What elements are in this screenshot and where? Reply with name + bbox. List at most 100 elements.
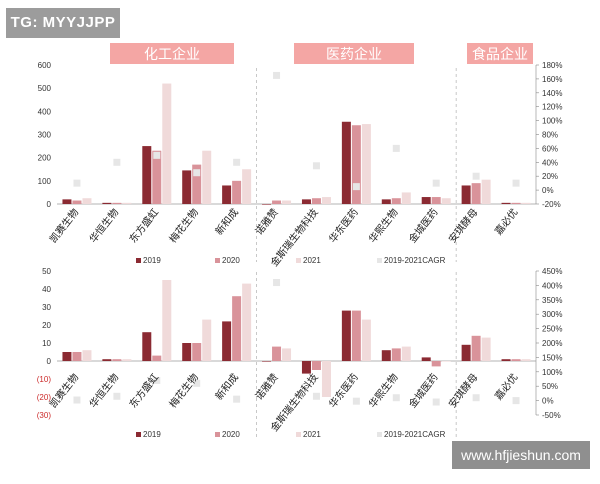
y-tick-label: 20: [42, 321, 51, 330]
bar: [122, 359, 132, 361]
y-tick-label: 500: [38, 84, 52, 93]
legend-swatch: [296, 432, 301, 437]
category-label: 梅花生物: [166, 206, 201, 246]
legend-label: 2021: [303, 430, 321, 439]
legend-swatch: [296, 258, 301, 263]
legend-swatch: [136, 258, 141, 263]
legend-swatch: [377, 258, 382, 263]
bar: [471, 183, 481, 204]
y-tick-label: 600: [38, 61, 52, 70]
y2-tick-label: 140%: [542, 89, 562, 98]
category-label: 安琪酵母: [446, 371, 481, 411]
bar: [272, 346, 282, 361]
category-label: 凯赛生物: [46, 371, 81, 411]
bar: [122, 202, 132, 204]
bar: [192, 343, 202, 361]
watermark-top: TG: MYYJJPP: [6, 8, 120, 38]
y-tick-label: 50: [42, 267, 51, 276]
bar: [301, 361, 311, 374]
y2-tick-label: 250%: [542, 325, 562, 334]
bar: [421, 197, 431, 204]
cagr-marker: [312, 162, 320, 170]
bar: [321, 197, 331, 204]
bar: [262, 361, 272, 362]
category-label: 嘉必优: [492, 206, 521, 238]
y2-tick-label: 300%: [542, 310, 562, 319]
y-tick-label: 10: [42, 339, 51, 348]
bar: [282, 348, 292, 361]
cagr-marker: [113, 158, 121, 166]
bar: [341, 310, 351, 361]
bar: [162, 280, 172, 361]
category-label: 梅花生物: [166, 371, 201, 411]
legend-label: 2019-2021CAGR: [384, 256, 446, 265]
bar: [82, 350, 92, 361]
cagr-marker: [73, 179, 81, 187]
bar: [401, 346, 411, 361]
section-header-label: 化工企业: [144, 46, 200, 63]
bar: [242, 169, 252, 204]
bar: [381, 199, 391, 204]
bar: [242, 283, 252, 361]
y2-tick-label: 0%: [542, 186, 554, 195]
cagr-marker: [193, 379, 201, 387]
cagr-marker: [352, 397, 360, 405]
y2-tick-label: 150%: [542, 353, 562, 362]
cagr-marker: [233, 158, 241, 166]
y-tick-label: 200: [38, 154, 52, 163]
cagr-marker: [392, 144, 400, 152]
bar: [441, 361, 451, 362]
cagr-marker: [352, 183, 360, 191]
bar: [431, 197, 441, 204]
bar: [351, 310, 361, 361]
cagr-marker: [432, 398, 440, 406]
bar: [152, 150, 162, 204]
bar: [192, 164, 202, 204]
legend-label: 2020: [222, 430, 240, 439]
category-label: 诺雅赞: [252, 206, 281, 238]
legend-swatch: [215, 432, 220, 437]
y2-tick-label: 400%: [542, 281, 562, 290]
y2-tick-label: 450%: [542, 267, 562, 276]
y2-tick-label: 60%: [542, 144, 558, 153]
bar: [321, 361, 331, 397]
y2-tick-label: -20%: [542, 200, 561, 209]
category-label: 东方盛虹: [126, 206, 161, 246]
bar: [501, 202, 511, 204]
bar: [232, 180, 242, 204]
bar: [182, 170, 192, 204]
bar: [102, 202, 112, 204]
cagr-marker: [153, 376, 161, 384]
bar: [72, 200, 82, 204]
legend-label: 2019: [143, 256, 161, 265]
y-tick-label: 30: [42, 303, 51, 312]
y-tick-label: 40: [42, 285, 51, 294]
bar: [391, 348, 401, 361]
bar: [481, 337, 491, 361]
y2-tick-label: 160%: [542, 75, 562, 84]
category-label: 华恒生物: [86, 371, 121, 411]
y-tick-label: 400: [38, 107, 52, 116]
y2-tick-label: 120%: [542, 103, 562, 112]
y2-tick-label: 20%: [542, 172, 558, 181]
bar: [501, 359, 511, 361]
bar: [82, 198, 92, 204]
y2-tick-label: 180%: [542, 61, 562, 70]
bar: [182, 343, 192, 361]
y2-tick-label: 0%: [542, 397, 554, 406]
bar: [272, 200, 282, 204]
cagr-marker: [512, 179, 520, 187]
bar: [311, 361, 321, 370]
cagr-marker: [273, 71, 281, 79]
category-label: 金城医药: [406, 206, 441, 246]
y-tick-label: 0: [47, 357, 52, 366]
y-tick-label: (30): [37, 411, 52, 420]
cagr-marker: [233, 395, 241, 403]
cagr-marker: [512, 397, 520, 405]
bar: [381, 350, 391, 361]
legend-swatch: [377, 432, 382, 437]
category-label: 安琪酵母: [446, 206, 481, 246]
y-tick-label: 300: [38, 131, 52, 140]
